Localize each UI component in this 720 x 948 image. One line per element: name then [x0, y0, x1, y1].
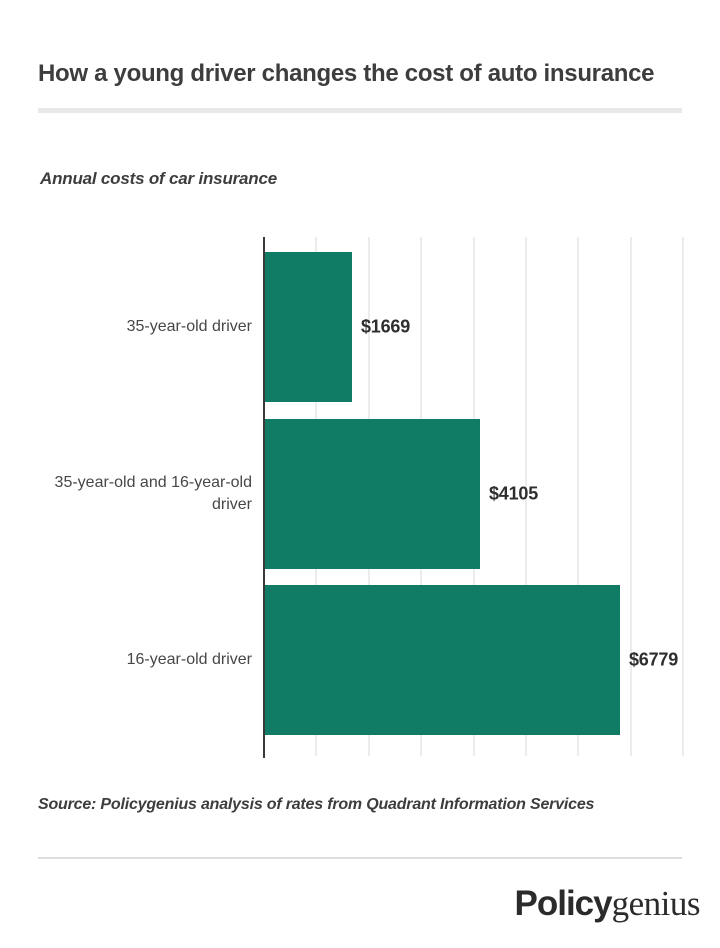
chart-row: 16-year-old driver $6779	[0, 585, 720, 735]
chart-subtitle: Annual costs of car insurance	[40, 169, 277, 188]
logo-policy-text: Policy	[514, 884, 613, 923]
y-axis-line	[263, 237, 265, 758]
policygenius-logo: Policygenius	[515, 884, 701, 924]
source-note: Source: Policygenius analysis of rates f…	[38, 796, 595, 813]
page-title: How a young driver changes the cost of a…	[38, 60, 655, 87]
gridline	[577, 237, 579, 756]
category-label: 16-year-old driver	[126, 651, 252, 669]
category-label: 35-year-old and 16-year-old driver	[54, 474, 252, 513]
category-label: 35-year-old driver	[126, 318, 252, 336]
chart-row: 35-year-old and 16-year-old driver $4105	[0, 419, 720, 569]
value-label: $1669	[361, 316, 411, 337]
title-divider	[38, 108, 682, 113]
value-label: $6779	[629, 649, 679, 670]
value-label: $4105	[489, 483, 539, 504]
bar	[265, 419, 480, 569]
bar	[265, 585, 620, 735]
gridline	[682, 237, 684, 756]
logo-genius-text: genius	[611, 884, 701, 923]
bar	[265, 252, 352, 402]
bar-chart: 35-year-old driver $1669 35-year-old and 1…	[0, 237, 720, 758]
footer-divider	[38, 857, 682, 859]
chart-row: 35-year-old driver $1669	[0, 252, 720, 402]
gridline	[630, 237, 632, 756]
gridline	[525, 237, 527, 756]
